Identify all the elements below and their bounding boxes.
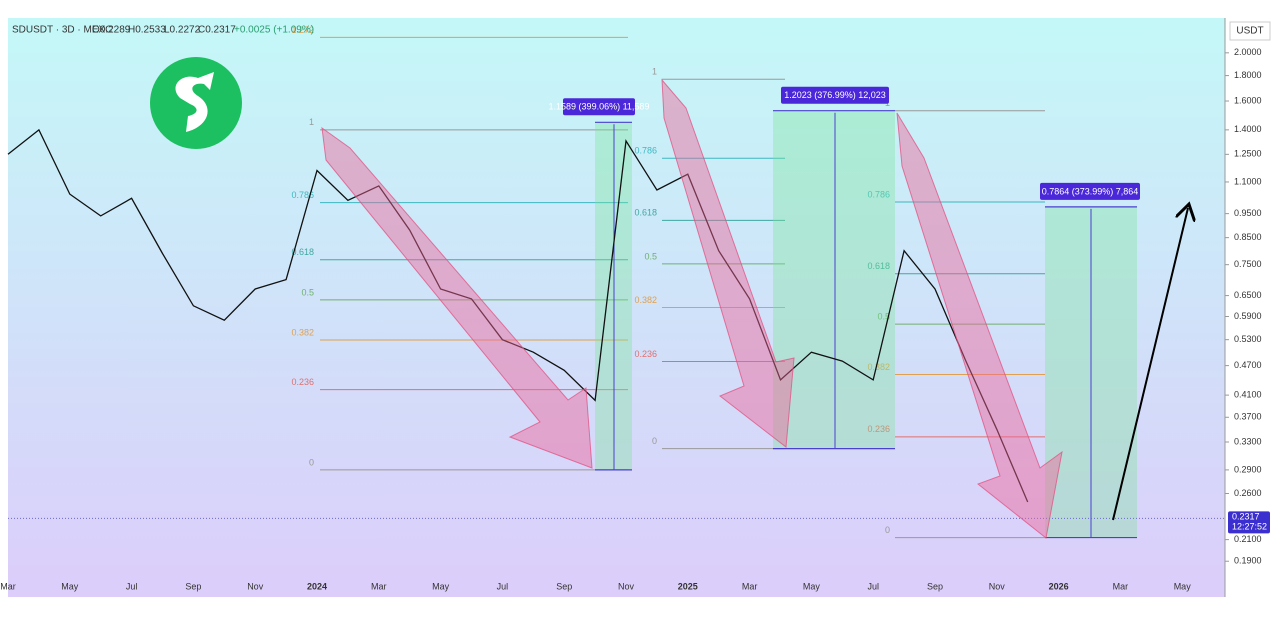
x-tick-label: Jul [867, 581, 879, 591]
down-arrow [896, 112, 1063, 539]
y-tick-label: 0.2900 [1234, 464, 1262, 474]
y-tick-label: 0.3300 [1234, 436, 1262, 446]
x-tick-label: May [1174, 581, 1192, 591]
x-tick-label: Mar [742, 581, 758, 591]
currency: USDT [1236, 26, 1263, 37]
fib-label: 1 [309, 117, 314, 127]
fib-label: 0.382 [867, 362, 890, 372]
currency-box [1229, 21, 1271, 41]
y-tick-label: 0.4700 [1234, 360, 1262, 370]
fib-label: 0.618 [291, 247, 314, 257]
y-tick-label: 1.8000 [1234, 70, 1262, 80]
y-tick-label: 0.3700 [1234, 412, 1262, 422]
x-tick-label: May [803, 581, 821, 591]
x-tick-label: Nov [618, 581, 635, 591]
fib-label: 0.382 [291, 327, 314, 337]
fib-label: 0.5 [877, 312, 890, 322]
y-tick-label: 1.4000 [1234, 124, 1262, 134]
x-tick-label: Nov [247, 581, 264, 591]
ohlc-open: O0.2289 [92, 25, 131, 36]
last-price-box [1228, 511, 1270, 534]
fib-label: 0.5 [301, 287, 314, 297]
price-line [7, 128, 1029, 503]
down-arrow [661, 78, 795, 448]
fib-label: 0 [885, 525, 890, 535]
x-tick-label: Jul [126, 581, 138, 591]
x-tick-label: May [61, 581, 79, 591]
fib-label: 0.618 [634, 208, 657, 218]
ohlc-close: C0.2317 [198, 25, 236, 36]
measure-label: 0.7864 (373.99%) 7,864 [1042, 186, 1139, 196]
x-tick-label: May [432, 581, 450, 591]
y-tick-label: 0.2600 [1234, 488, 1262, 498]
fib-label: 0.786 [867, 189, 890, 199]
measure-label-box [781, 86, 889, 104]
fib-label: 0.786 [634, 146, 657, 156]
x-tick-label: Sep [927, 581, 943, 591]
fib-label: 0.236 [867, 424, 890, 434]
x-tick-label: Mar [0, 581, 16, 591]
y-tick-label: 1.2500 [1234, 149, 1262, 159]
symbol: SDUSDT · 3D · MEXC [12, 25, 112, 36]
logo [150, 57, 242, 149]
y-tick-label: 1.6000 [1234, 95, 1262, 105]
last-price-label: 0.2317 [1232, 512, 1260, 522]
y-tick-label: 1.1000 [1234, 176, 1262, 186]
down-arrow [321, 126, 593, 469]
x-tick-label: 2025 [678, 581, 698, 591]
y-tick-label: 0.5300 [1234, 334, 1262, 344]
y-tick-label: 0.5900 [1234, 311, 1262, 321]
ohlc-change: +0.0025 (+1.09%) [234, 25, 314, 36]
y-tick-label: 0.8500 [1234, 232, 1262, 242]
x-tick-label: Jul [497, 581, 509, 591]
ohlc-high: H0.2533 [128, 25, 166, 36]
countdown: 12:27:52 [1232, 522, 1267, 532]
x-tick-label: 2026 [1049, 581, 1069, 591]
x-tick-label: 2024 [307, 581, 327, 591]
y-tick-label: 0.4100 [1234, 389, 1262, 399]
x-tick-label: Mar [371, 581, 387, 591]
fib-label: 0.5 [644, 251, 657, 261]
y-tick-label: 0.2100 [1234, 534, 1262, 544]
x-tick-label: Nov [989, 581, 1006, 591]
x-tick-label: Sep [556, 581, 572, 591]
measure-label: 1.1589 (399.06%) 11,589 [549, 102, 650, 112]
fib-label: 0.618 [867, 261, 890, 271]
logo-mark [175, 72, 214, 132]
y-tick-label: 0.6500 [1234, 290, 1262, 300]
measure-box [773, 110, 895, 449]
y-tick-label: 0.1900 [1234, 556, 1262, 566]
fib-label: 0.786 [291, 190, 314, 200]
ohlc-low: L0.2272 [164, 25, 201, 36]
x-tick-label: Sep [185, 581, 201, 591]
measure-label-box [1040, 182, 1140, 200]
up-arrow [1112, 208, 1188, 521]
fib-label: 1 [652, 67, 657, 77]
measure-label-box [563, 98, 635, 116]
arrows [321, 78, 1063, 539]
y-tick-label: 2.0000 [1234, 47, 1262, 57]
y-tick-label: 0.7500 [1234, 259, 1262, 269]
fib-label: 0 [652, 436, 657, 446]
fib-label: 0 [309, 457, 314, 467]
fib-label: 0.382 [634, 295, 657, 305]
measure-label: 1.2023 (376.99%) 12,023 [784, 90, 886, 100]
fib-label: 1.272 [291, 25, 314, 35]
fib-label: 0.236 [634, 349, 657, 359]
fib-label: 0.236 [291, 377, 314, 387]
x-tick-label: Mar [1113, 581, 1129, 591]
y-tick-label: 0.9500 [1234, 208, 1262, 218]
